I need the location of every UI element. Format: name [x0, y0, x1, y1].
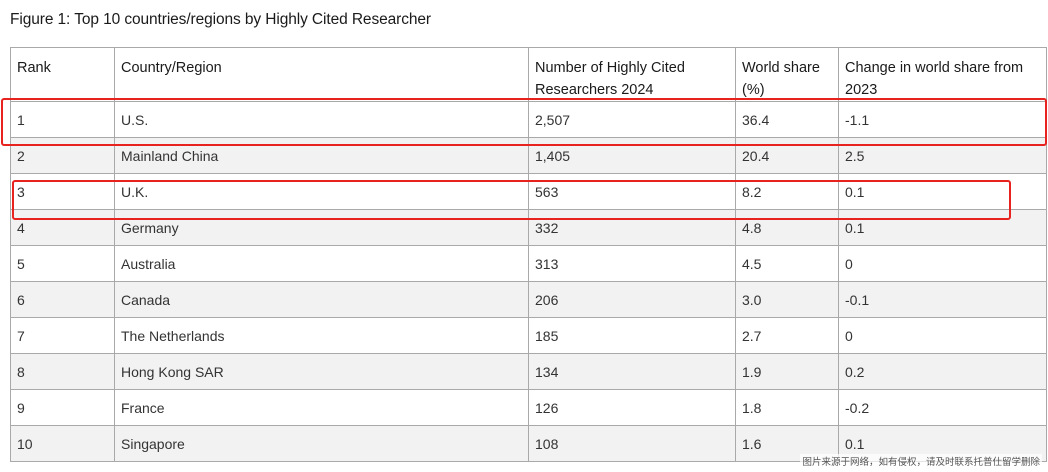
- cell-rank: 4: [10, 209, 115, 246]
- cell-country: U.S.: [114, 101, 529, 138]
- cell-rank: 7: [10, 317, 115, 354]
- cell-rank: 5: [10, 245, 115, 282]
- researchers-table: Rank Country/Region Number of Highly Cit…: [10, 47, 1047, 462]
- cell-number: 332: [528, 209, 736, 246]
- cell-change: -0.2: [838, 389, 1047, 426]
- cell-share: 4.5: [735, 245, 839, 282]
- cell-rank: 2: [10, 137, 115, 174]
- table-row: 9 France 126 1.8 -0.2: [10, 389, 1047, 426]
- cell-number: 563: [528, 173, 736, 210]
- cell-share: 4.8: [735, 209, 839, 246]
- cell-share: 1.6: [735, 425, 839, 462]
- cell-number: 2,507: [528, 101, 736, 138]
- cell-number: 126: [528, 389, 736, 426]
- cell-country: Germany: [114, 209, 529, 246]
- cell-rank: 10: [10, 425, 115, 462]
- cell-rank: 6: [10, 281, 115, 318]
- cell-change: 0.1: [838, 209, 1047, 246]
- cell-share: 1.8: [735, 389, 839, 426]
- header-world-share: World share (%): [735, 47, 839, 102]
- cell-change: 0.1: [838, 173, 1047, 210]
- cell-change: 0: [838, 317, 1047, 354]
- header-country-region: Country/Region: [114, 47, 529, 102]
- cell-change: -1.1: [838, 101, 1047, 138]
- cell-country: Australia: [114, 245, 529, 282]
- cell-rank: 3: [10, 173, 115, 210]
- table-row: 8 Hong Kong SAR 134 1.9 0.2: [10, 353, 1047, 390]
- cell-number: 185: [528, 317, 736, 354]
- header-rank: Rank: [10, 47, 115, 102]
- cell-share: 3.0: [735, 281, 839, 318]
- cell-share: 20.4: [735, 137, 839, 174]
- header-change-in-share: Change in world share from 2023: [838, 47, 1047, 102]
- cell-share: 36.4: [735, 101, 839, 138]
- cell-rank: 1: [10, 101, 115, 138]
- cell-share: 2.7: [735, 317, 839, 354]
- cell-number: 1,405: [528, 137, 736, 174]
- cell-country: Singapore: [114, 425, 529, 462]
- cell-change: 2.5: [838, 137, 1047, 174]
- cell-number: 313: [528, 245, 736, 282]
- cell-change: 0: [838, 245, 1047, 282]
- cell-country: France: [114, 389, 529, 426]
- figure-title: Figure 1: Top 10 countries/regions by Hi…: [10, 11, 431, 28]
- cell-share: 8.2: [735, 173, 839, 210]
- table-row: 7 The Netherlands 185 2.7 0: [10, 317, 1047, 354]
- table-row: 6 Canada 206 3.0 -0.1: [10, 281, 1047, 318]
- cell-rank: 9: [10, 389, 115, 426]
- table-row: 2 Mainland China 1,405 20.4 2.5: [10, 137, 1047, 174]
- header-number-of-researchers: Number of Highly Cited Researchers 2024: [528, 47, 736, 102]
- cell-country: Hong Kong SAR: [114, 353, 529, 390]
- cell-number: 206: [528, 281, 736, 318]
- cell-number: 134: [528, 353, 736, 390]
- cell-share: 1.9: [735, 353, 839, 390]
- table-row: 3 U.K. 563 8.2 0.1: [10, 173, 1047, 210]
- cell-change: 0.2: [838, 353, 1047, 390]
- table-row: 4 Germany 332 4.8 0.1: [10, 209, 1047, 246]
- cell-number: 108: [528, 425, 736, 462]
- cell-country: Mainland China: [114, 137, 529, 174]
- table-row: 5 Australia 313 4.5 0: [10, 245, 1047, 282]
- watermark-text: 图片来源于网络，如有侵权，请及时联系托普仕留学删除: [800, 454, 1042, 468]
- cell-rank: 8: [10, 353, 115, 390]
- cell-country: The Netherlands: [114, 317, 529, 354]
- cell-country: U.K.: [114, 173, 529, 210]
- cell-country: Canada: [114, 281, 529, 318]
- table-row: 1 U.S. 2,507 36.4 -1.1: [10, 101, 1047, 138]
- table-header-row: Rank Country/Region Number of Highly Cit…: [10, 47, 1047, 102]
- cell-change: -0.1: [838, 281, 1047, 318]
